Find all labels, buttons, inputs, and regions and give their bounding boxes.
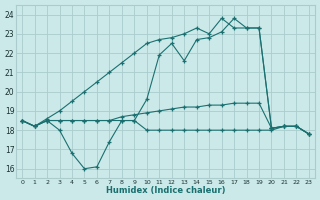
X-axis label: Humidex (Indice chaleur): Humidex (Indice chaleur) — [106, 186, 225, 195]
